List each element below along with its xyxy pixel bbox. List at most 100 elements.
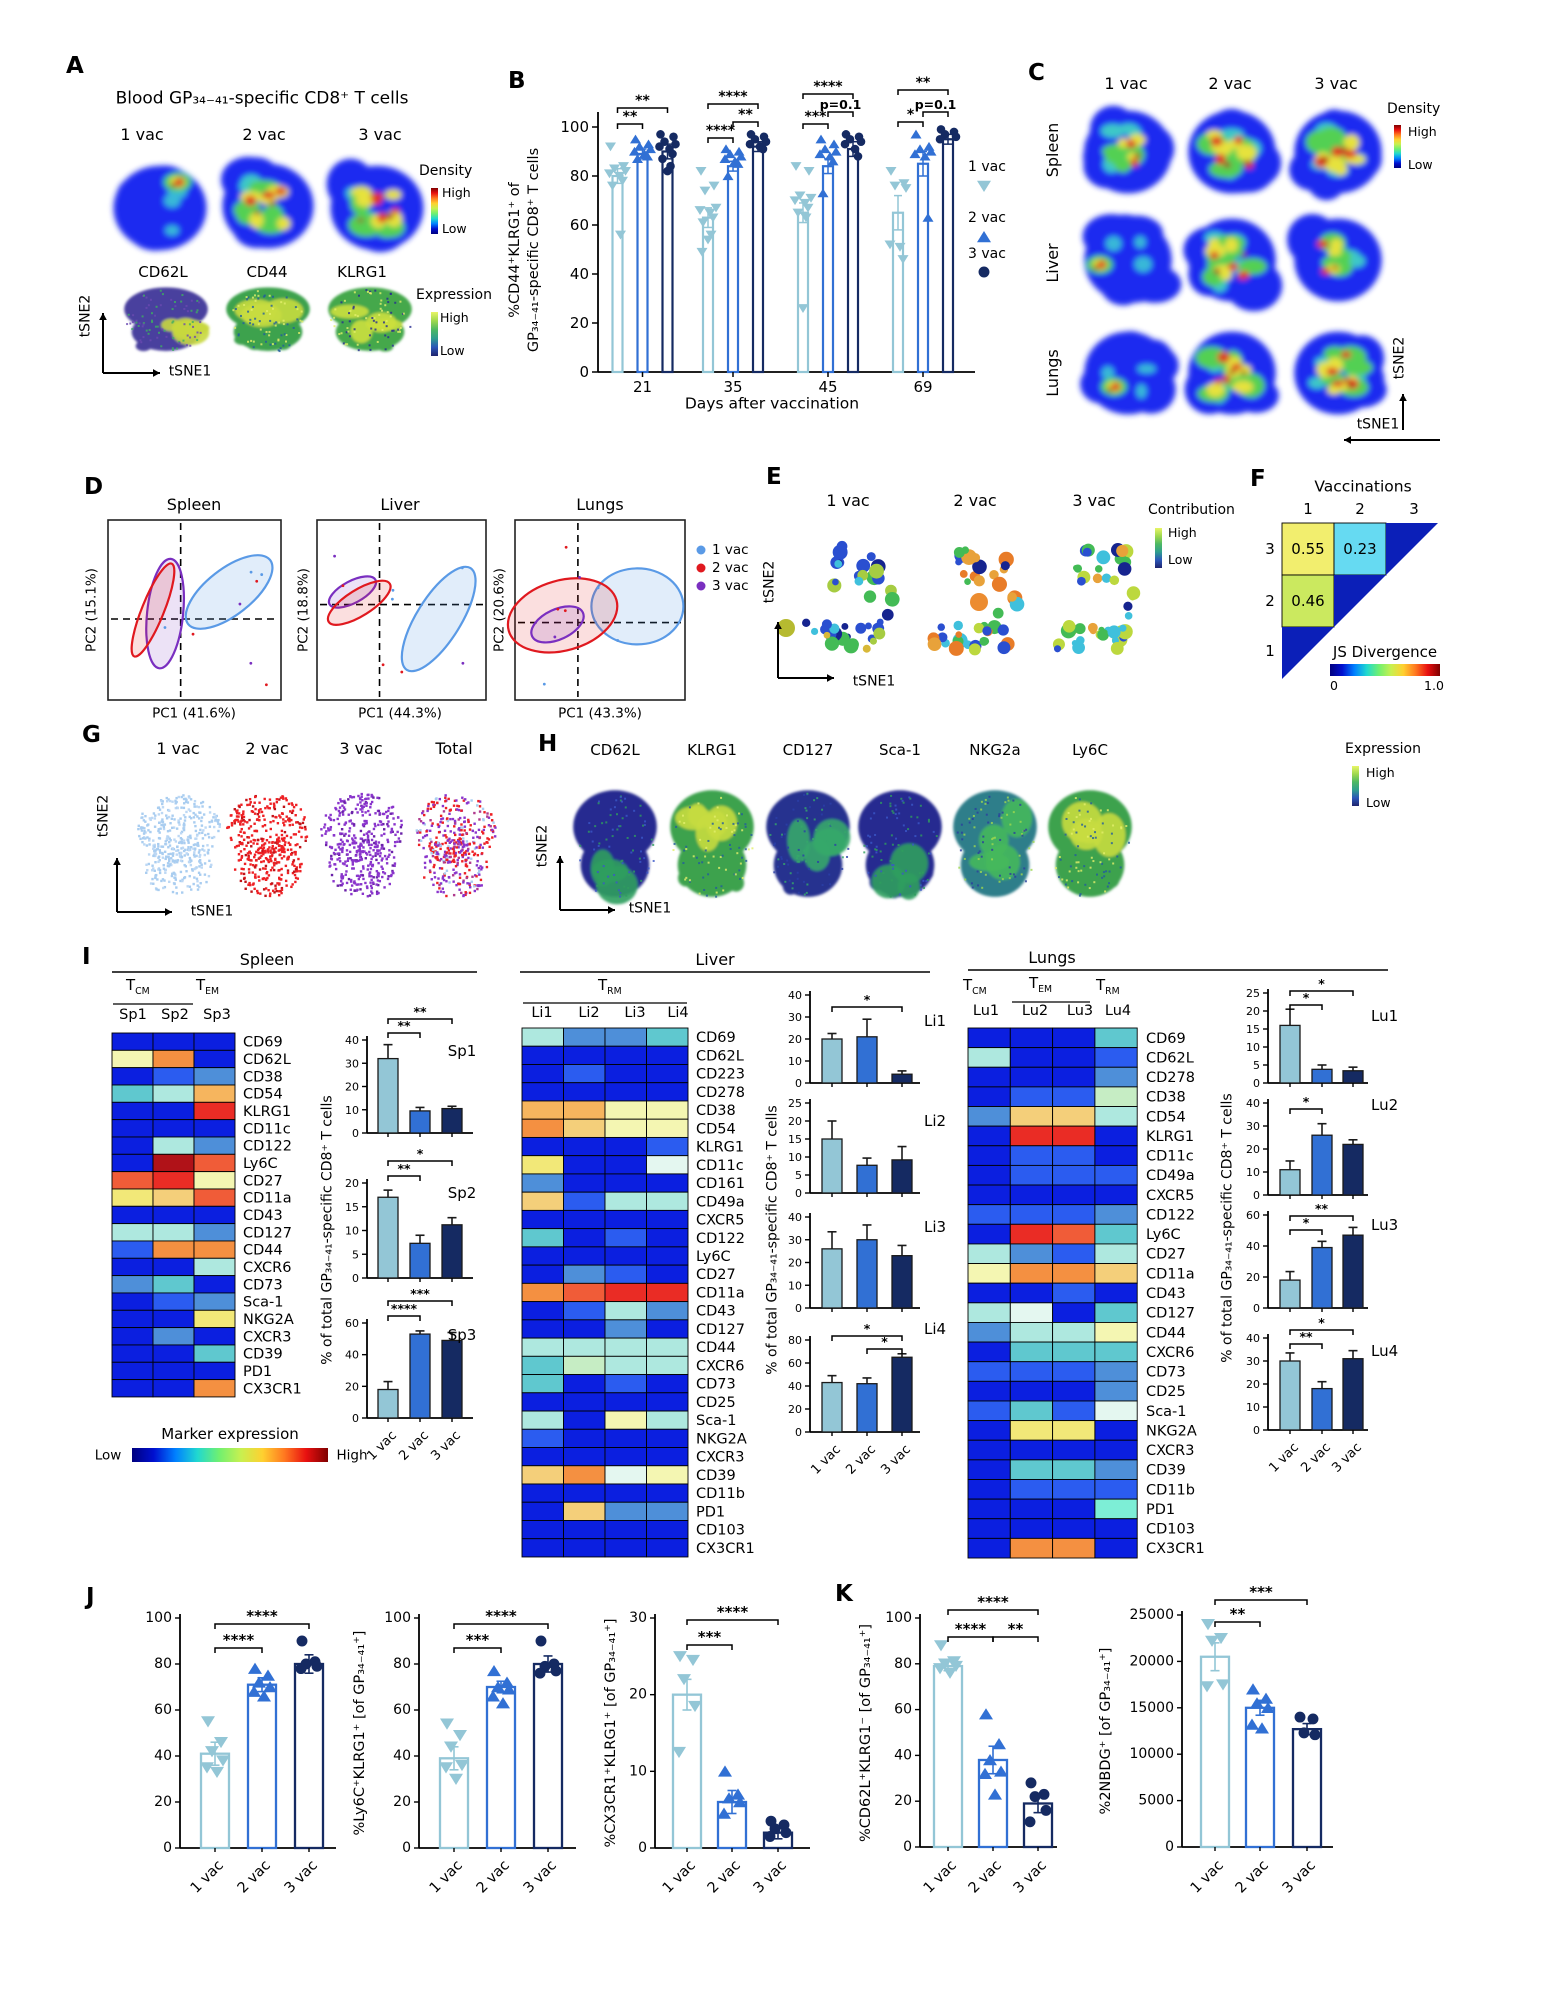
rect [467,852,471,856]
rect [935,835,938,838]
rect [207,848,210,852]
heatmap-row-label: CD11c [696,1158,744,1174]
rect [377,872,381,875]
rect [998,815,1001,818]
rect [347,857,350,860]
bar [1279,1169,1301,1196]
rect [458,882,462,886]
rect [379,307,382,310]
point-triangle-up [643,139,654,149]
point-triangle-up [1246,1683,1260,1695]
heatmap-cell [111,1084,154,1103]
rect [382,321,385,324]
rect [973,826,976,829]
rect [652,843,655,846]
bar [821,1138,843,1194]
rect [259,328,262,331]
scatter-dot [1126,586,1141,600]
rect [377,874,380,878]
label: 3 [1409,499,1419,518]
rect [165,814,168,817]
rect [514,519,686,701]
rect [919,804,922,807]
label: Ly6C [1072,740,1108,759]
point-triangle-up [724,149,736,159]
rect [275,800,279,804]
sig-label: ** [1299,1329,1313,1344]
rect [273,804,276,807]
rect [378,313,381,316]
y-tick-label: 10 [345,1104,359,1117]
rect [463,829,466,832]
rect [354,836,357,840]
rect [375,892,379,896]
rect [458,840,461,844]
rect [734,824,737,827]
rect [391,812,394,815]
sig-bracket [831,1335,903,1341]
rect [341,875,345,878]
rect [444,834,447,837]
rect [639,860,642,863]
scatter-dot [959,570,968,578]
rect [183,819,187,822]
rect [744,848,747,851]
rect [258,801,261,804]
rect [141,837,145,840]
rect [273,891,276,894]
rect [290,885,293,889]
heatmap-cell [967,1537,1011,1559]
rect [216,820,219,823]
subset-sub: CM [972,986,987,997]
rect [458,851,462,854]
rect [261,839,264,843]
heatmap-cell [152,1101,195,1121]
rect [300,310,303,313]
pca-dot [333,554,336,558]
heatmap-cell [646,1538,689,1558]
rect [453,821,457,824]
subset-base: T [598,976,608,994]
rect [264,887,268,890]
rect [174,859,177,862]
rect [196,815,199,818]
rect [783,863,786,866]
rect [179,870,183,874]
rect [171,308,174,311]
legend-item: 2 vac [968,210,1006,226]
heatmap-cell [1052,1282,1096,1304]
label: 1 [1265,641,1275,660]
rect [175,849,178,853]
y-tick-label: 0 [795,1426,802,1439]
heatmap-cell [1094,1243,1138,1265]
rect [256,849,260,852]
rect [458,833,462,836]
point-circle [951,132,961,142]
rect [1001,878,1004,881]
rect [361,850,365,854]
rect [218,823,222,826]
heatmap-cell [521,1483,564,1503]
rect [175,800,178,804]
rect [390,850,394,854]
rect [328,845,332,849]
rect [171,347,174,350]
pca-dot [391,588,395,592]
rect [463,872,467,875]
rect [290,818,293,822]
rect [461,845,465,849]
rect [387,820,390,823]
rect [145,296,148,299]
point-triangle-up [632,154,643,163]
rect [183,323,186,326]
rect [251,883,255,886]
rect [274,858,277,862]
rect [261,844,264,847]
bar [891,1159,913,1194]
contribution-colorbar [1155,528,1162,568]
rect [332,834,336,837]
rect [869,835,872,838]
rect [362,877,365,881]
rect [253,795,257,799]
